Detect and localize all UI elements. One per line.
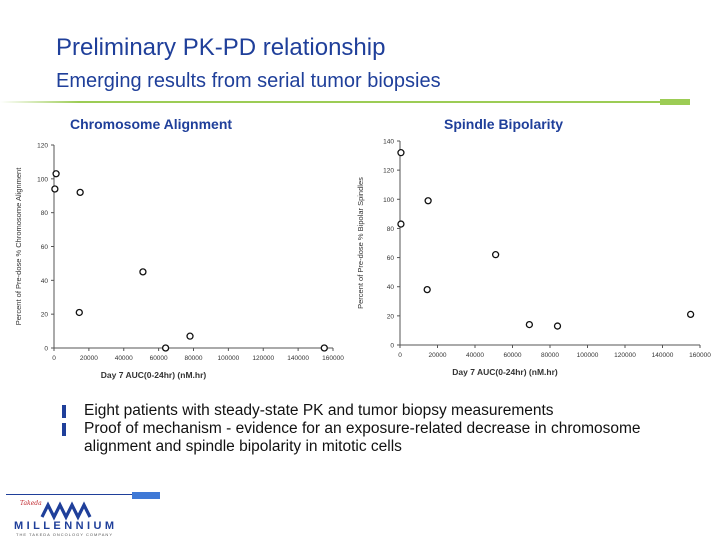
data-point — [525, 320, 534, 329]
y-tick-label: 20 — [41, 312, 49, 319]
data-point — [52, 170, 60, 178]
slide-title: Preliminary PK-PD relationship — [56, 34, 386, 61]
y-axis-title: Percent of Pre-dose % Bipolar Spindles — [356, 177, 365, 309]
x-tick-label: 100000 — [218, 355, 240, 362]
x-tick-label: 60000 — [150, 355, 168, 362]
y-tick-label: 80 — [387, 226, 395, 233]
chart-title-spindle-bipolarity: Spindle Bipolarity — [444, 116, 564, 132]
y-tick-label: 120 — [383, 168, 394, 175]
data-point — [161, 344, 170, 352]
x-tick-label: 160000 — [689, 352, 711, 359]
y-tick-label: 0 — [390, 343, 394, 350]
data-point — [75, 308, 83, 317]
data-point — [424, 197, 432, 205]
y-tick-label: 100 — [383, 197, 394, 204]
bullet-marker — [62, 423, 66, 436]
title-divider — [0, 101, 660, 103]
bullet-text: Eight patients with steady-state PK and … — [84, 402, 554, 419]
x-tick-label: 80000 — [184, 355, 202, 362]
x-tick-label: 40000 — [115, 355, 133, 362]
bullet-item: Eight patients with steady-state PK and … — [62, 402, 702, 420]
x-tick-label: 0 — [398, 352, 402, 359]
y-tick-label: 140 — [383, 139, 394, 146]
x-tick-label: 120000 — [614, 352, 636, 359]
data-point — [397, 220, 405, 228]
y-tick-label: 60 — [41, 244, 49, 251]
takeda-mark: Takeda — [20, 500, 42, 507]
bullet-list: Eight patients with steady-state PK and … — [62, 402, 702, 456]
data-point — [686, 310, 695, 319]
x-tick-label: 100000 — [577, 352, 599, 359]
data-point — [491, 251, 500, 259]
y-tick-label: 120 — [37, 143, 48, 150]
data-point — [186, 332, 194, 340]
x-axis-title: Day 7 AUC(0-24hr) (nM.hr) — [452, 367, 558, 377]
data-point — [423, 285, 431, 294]
y-tick-label: 20 — [387, 313, 395, 320]
y-tick-label: 60 — [387, 255, 395, 262]
bullet-marker — [62, 405, 66, 418]
footer-divider — [6, 494, 132, 495]
bullet-item: Proof of mechanism - evidence for an exp… — [62, 420, 702, 456]
x-tick-label: 40000 — [466, 352, 484, 359]
footer-divider-tab — [132, 492, 160, 499]
y-tick-label: 80 — [41, 210, 49, 217]
data-point — [76, 188, 84, 197]
x-tick-label: 140000 — [652, 352, 674, 359]
bullet-text: Proof of mechanism - evidence for an exp… — [84, 420, 641, 455]
logo-tagline: THE TAKEDA ONCOLOGY COMPANY — [16, 532, 112, 537]
y-tick-label: 40 — [387, 284, 395, 291]
data-point — [320, 344, 328, 352]
logo-wordmark: MILLENNIUM — [14, 520, 114, 532]
x-tick-label: 20000 — [80, 355, 98, 362]
data-point — [553, 322, 562, 330]
data-point — [397, 149, 405, 157]
chart-title-chromosome-alignment: Chromosome Alignment — [70, 116, 233, 132]
x-tick-label: 20000 — [428, 352, 446, 359]
y-tick-label: 40 — [41, 278, 49, 285]
title-divider-tab — [660, 99, 690, 105]
millennium-mark-icon — [40, 501, 92, 521]
x-tick-label: 140000 — [287, 355, 309, 362]
chromosome-alignment-chart: 0 20 40 60 80 100 120 0 20000 40000 60000 80000 1000… — [14, 143, 344, 381]
y-tick-label: 0 — [44, 346, 48, 353]
x-tick-label: 80000 — [541, 352, 559, 359]
y-tick-label: 100 — [37, 176, 48, 183]
x-axis-title: Day 7 AUC(0-24hr) (nM.hr) — [101, 370, 207, 380]
data-point — [51, 185, 59, 193]
y-axis-title: Percent of Pre-dose % Chromosome Alignme… — [14, 167, 23, 325]
x-tick-label: 120000 — [252, 355, 274, 362]
slide-subtitle: Emerging results from serial tumor biops… — [56, 70, 441, 92]
millennium-logo: Takeda MILLENNIUM THE TAKEDA ONCOLOGY CO… — [14, 500, 114, 537]
spindle-bipolarity-chart: 0 20 40 60 80 100 120 140 0 20000 40000 60000 80000 1… — [356, 139, 711, 378]
x-tick-label: 60000 — [503, 352, 521, 359]
x-tick-label: 160000 — [322, 355, 344, 362]
data-point — [139, 268, 147, 276]
x-tick-label: 0 — [52, 355, 56, 362]
